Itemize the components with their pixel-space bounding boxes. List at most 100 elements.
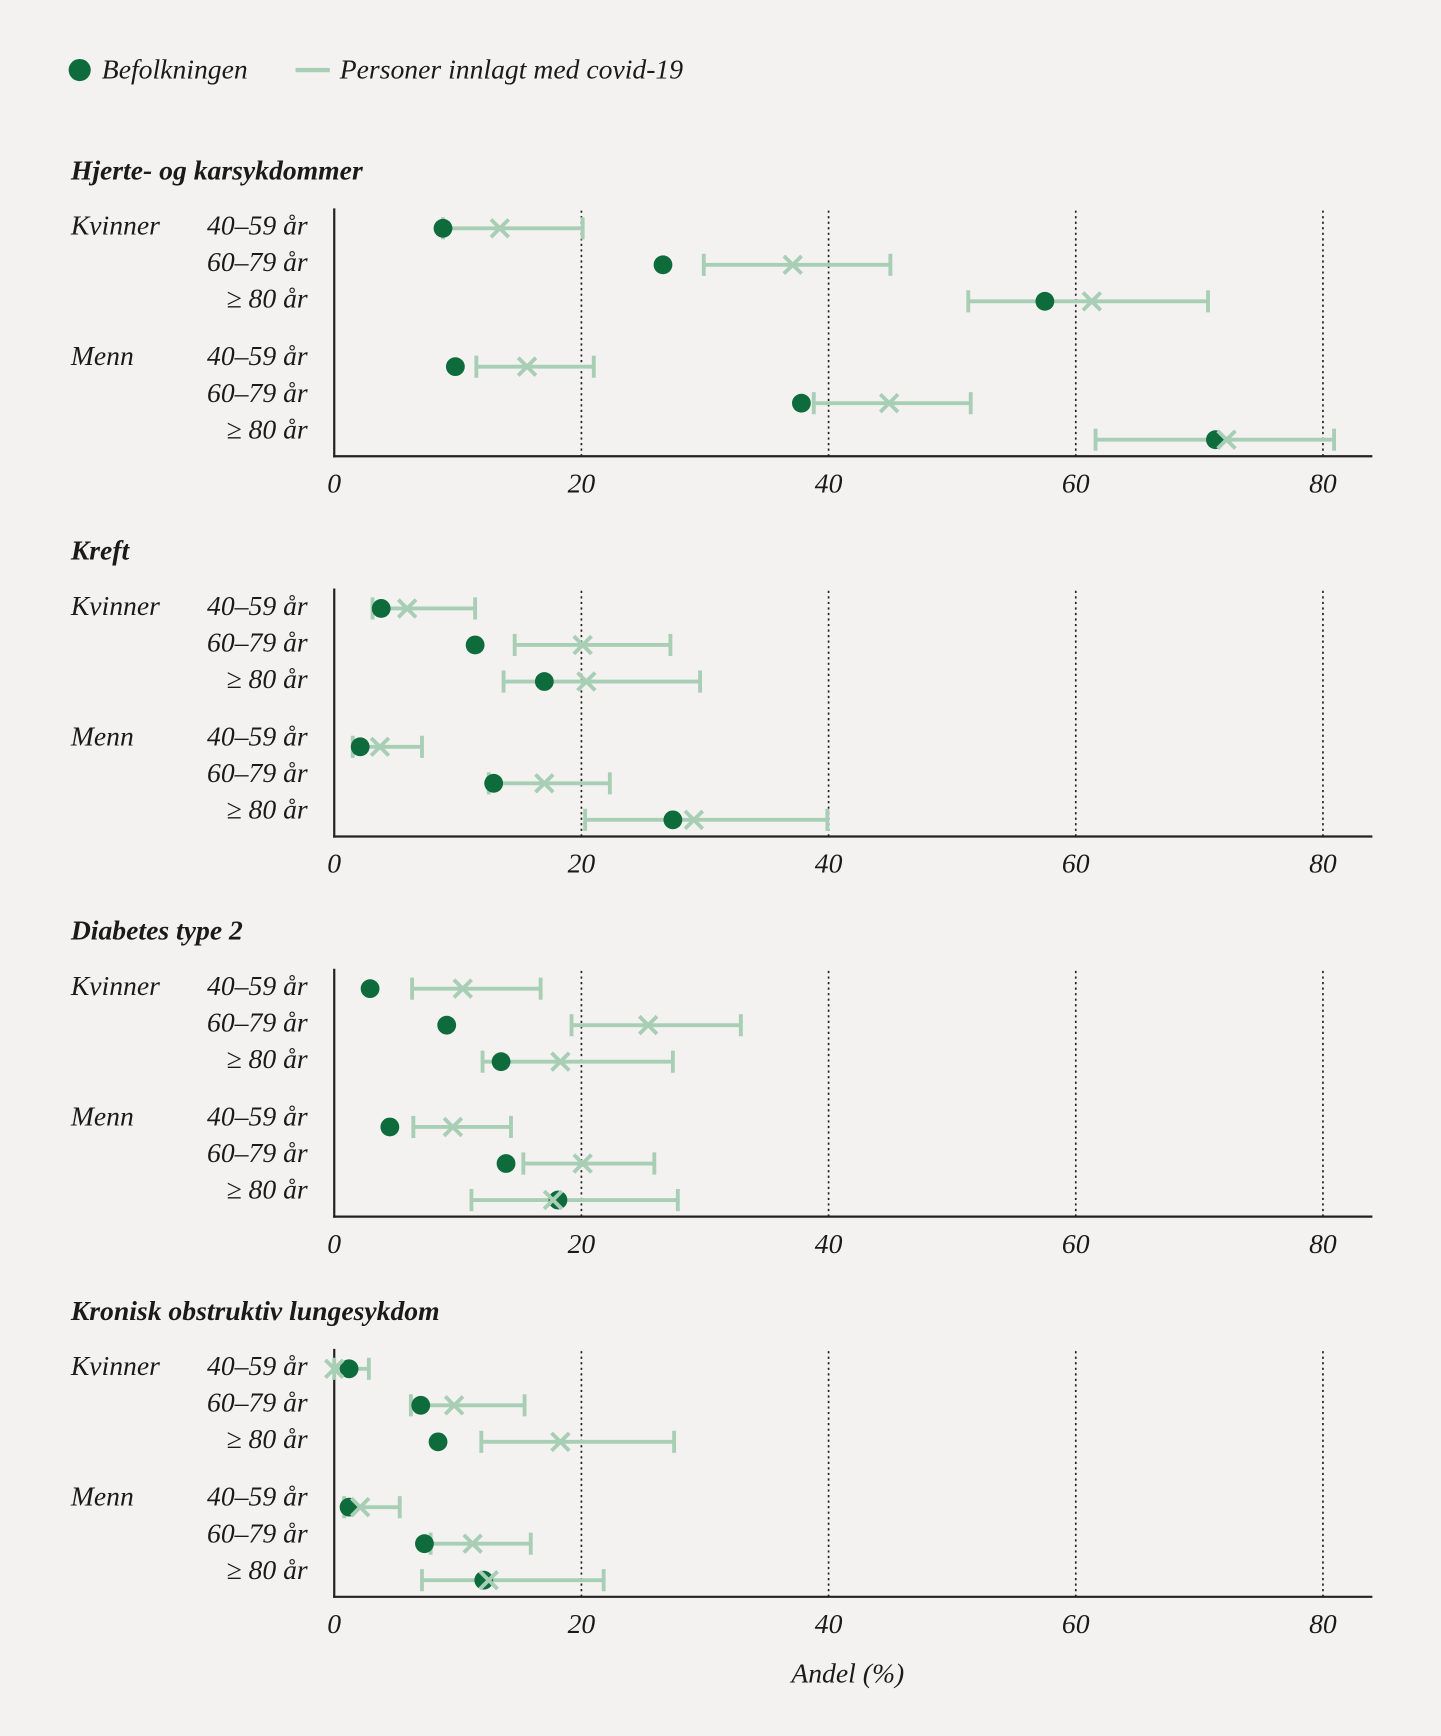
hospital-estimate <box>1216 429 1237 450</box>
hospital-estimate <box>452 978 473 999</box>
error-bar <box>583 808 830 831</box>
population-dot <box>791 393 811 413</box>
error-bar <box>966 290 1210 313</box>
x-tick-label: 60 <box>1062 468 1090 499</box>
x-tick-label: 40 <box>815 468 843 499</box>
error-bar <box>486 772 612 795</box>
x-tick-label: 40 <box>815 1608 843 1639</box>
x-tick-label: 40 <box>815 848 843 879</box>
error-bar <box>501 670 702 693</box>
row-label: ≥ 80 år <box>226 1423 307 1454</box>
error-bar <box>469 1188 680 1212</box>
hospital-estimate <box>443 1395 465 1416</box>
panel-title: Diabetes type 2 <box>70 915 243 946</box>
error-bar <box>474 355 596 378</box>
error-bar <box>701 253 893 276</box>
population-dot <box>428 1432 448 1452</box>
population-dot <box>380 1117 400 1137</box>
hospital-estimate <box>349 1496 371 1518</box>
x-tick-label: 20 <box>568 1608 596 1639</box>
population-dot <box>548 1190 568 1210</box>
row-label: 60–79 år <box>207 626 308 657</box>
population-dot <box>371 599 391 618</box>
x-tick-label: 0 <box>327 468 341 499</box>
population-dot <box>534 672 554 691</box>
x-tick-label: 20 <box>568 468 596 499</box>
row-label: 60–79 år <box>207 1007 308 1038</box>
error-bar <box>521 1152 657 1175</box>
legend-marker <box>68 58 91 82</box>
group-label: Kvinner <box>70 970 160 1001</box>
hospital-estimate <box>572 1153 593 1174</box>
hospital-estimate <box>683 809 705 831</box>
row-label: ≥ 80 år <box>226 793 307 824</box>
group-label: Kvinner <box>70 590 160 621</box>
row-label: 40–59 år <box>207 1481 308 1512</box>
row-label: 40–59 år <box>207 210 308 241</box>
hospital-estimate <box>550 1051 571 1072</box>
row-label: ≥ 80 år <box>226 413 307 444</box>
population-dot <box>474 1570 494 1590</box>
error-bar <box>441 217 585 240</box>
error-bar <box>512 633 673 657</box>
row-label: 40–59 år <box>207 720 308 751</box>
hospital-estimate <box>550 1431 571 1453</box>
population-dot <box>1035 291 1055 311</box>
x-tick-label: 0 <box>327 1228 341 1259</box>
row-label: 40–59 år <box>207 1350 308 1381</box>
hospital-estimate <box>1081 291 1103 312</box>
x-tick-label: 40 <box>815 1228 843 1259</box>
row-label: 40–59 år <box>207 340 308 371</box>
x-axis-label: Andel (%) <box>789 1657 904 1688</box>
population-dot <box>491 1052 511 1072</box>
row-label: 60–79 år <box>207 246 308 277</box>
hospital-estimate <box>542 1189 564 1211</box>
x-tick-label: 0 <box>327 848 341 879</box>
row-label: 60–79 år <box>207 377 308 408</box>
row-label: 60–79 år <box>207 1517 308 1548</box>
row-label: 40–59 år <box>207 970 308 1001</box>
group-label: Menn <box>70 340 134 371</box>
hospital-estimate <box>396 598 418 619</box>
population-dot <box>433 218 453 238</box>
population-dot <box>415 1534 434 1554</box>
error-bar <box>420 1569 606 1592</box>
population-dot <box>663 810 683 830</box>
population-dot <box>350 737 370 757</box>
x-tick-label: 60 <box>1062 1228 1090 1259</box>
row-label: ≥ 80 år <box>226 663 307 694</box>
hospital-estimate <box>442 1116 464 1138</box>
error-bar <box>479 1430 677 1453</box>
population-dot <box>496 1154 516 1173</box>
group-label: Menn <box>70 720 134 751</box>
hospital-estimate <box>572 634 593 656</box>
row-label: 60–79 år <box>207 1137 308 1168</box>
population-dot <box>445 357 465 377</box>
row-label: ≥ 80 år <box>226 1043 307 1074</box>
population-dot <box>437 1015 457 1035</box>
hospital-estimate <box>369 736 391 758</box>
group-label: Menn <box>70 1481 134 1512</box>
population-dot <box>339 1359 359 1379</box>
x-tick-label: 20 <box>568 848 596 879</box>
population-dot <box>411 1395 431 1415</box>
row-label: 60–79 år <box>207 757 308 788</box>
hospital-estimate <box>534 773 555 794</box>
hospital-estimate <box>637 1014 659 1036</box>
row-label: 40–59 år <box>207 1101 308 1132</box>
hospital-estimate <box>478 1569 499 1591</box>
row-label: 40–59 år <box>207 590 308 621</box>
row-label: ≥ 80 år <box>226 1174 307 1205</box>
error-bar <box>480 1050 675 1073</box>
population-dot <box>653 255 673 275</box>
hospital-estimate <box>462 1533 483 1554</box>
legend-label: Personer innlagt med covid-19 <box>339 54 683 85</box>
group-label: Kvinner <box>70 1350 160 1381</box>
hospital-estimate <box>324 1358 345 1380</box>
legend-label: Befolkningen <box>102 54 248 85</box>
hospital-estimate <box>782 254 803 276</box>
x-tick-label: 80 <box>1309 468 1337 499</box>
x-tick-label: 80 <box>1309 1228 1337 1259</box>
